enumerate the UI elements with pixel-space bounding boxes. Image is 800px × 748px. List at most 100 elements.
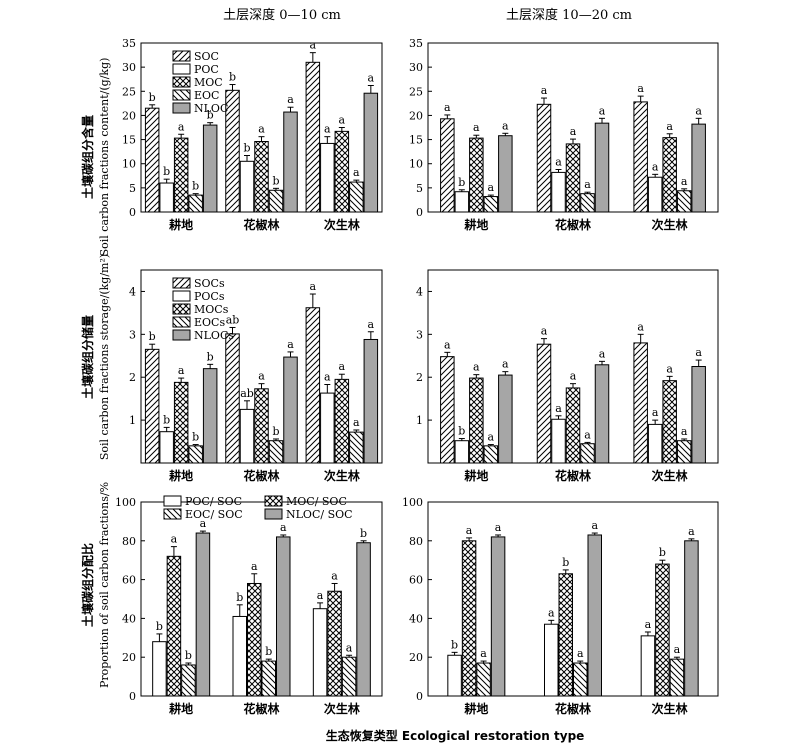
significance-label: a [317,589,324,602]
significance-label: a [353,166,360,179]
legend-swatch [172,329,191,341]
bar-hatch_right [633,101,648,213]
bar-crosshatch [247,582,262,697]
y-tick-label: 0 [129,206,136,219]
y-tick-label: 15 [122,134,136,147]
bar-hatch_left [341,656,357,697]
legend-label: NLOC/ SOC [286,508,353,521]
y-tick-label: 60 [122,574,136,587]
significance-label: a [324,371,331,384]
significance-label: a [171,533,178,546]
y-tick-label: 0 [416,690,423,703]
bar-hatch_right [440,118,455,213]
bar-open [320,392,335,464]
bar-open [159,431,174,464]
bar-gray [691,366,706,464]
significance-label: a [555,156,562,169]
significance-label: a [178,364,185,377]
bar-crosshatch [334,130,350,213]
bar-gray [202,368,218,464]
bar-hatch_right [144,348,160,464]
bar-gray [195,532,211,697]
significance-label: b [360,527,367,540]
x-tick-label: 耕地 [169,701,193,716]
significance-label: b [265,645,272,658]
y-tick-label: 80 [409,535,423,548]
significance-label: a [599,104,606,117]
panel-content-10-20: 0 5 10 15 20 25 30 35 耕地 a b a a a 花椒林 a a a a a 次生林 a a a a a [409,37,719,232]
x-tick-label: 花椒林 [243,468,279,483]
y-tick-label: 0 [129,690,136,703]
y-tick-label: 5 [129,182,136,195]
bar-hatch_right [536,343,552,464]
legend-label: EOCs [194,316,225,329]
bar-gray [691,123,706,213]
bar-open [551,171,566,213]
bar-gray [587,534,602,697]
significance-label: a [637,320,644,333]
significance-label: a [591,519,598,532]
y-tick-label: 35 [409,37,423,50]
significance-label: a [287,93,294,106]
significance-label: b [562,556,569,569]
significance-label: a [488,181,495,194]
significance-label: a [280,521,287,534]
significance-label: a [495,521,502,534]
bar-hatch_left [476,662,491,697]
bar-gray [498,135,513,213]
y-tick-label: 30 [409,61,423,74]
bar-hatch_right [536,103,552,213]
significance-label: a [251,560,258,573]
significance-label: a [666,120,673,133]
legend-swatch [264,508,283,520]
x-tick-label: 次生林 [324,468,360,483]
y-tick-label: 30 [122,61,136,74]
bar-crosshatch [469,377,484,464]
bar-crosshatch [327,590,342,697]
significance-label: a [577,647,584,660]
legend-label: EOC/ SOC [185,508,243,521]
y-tick-label: 10 [122,158,136,171]
y-tick-label: 4 [416,285,423,298]
bar-crosshatch [254,141,269,213]
bar-crosshatch [662,380,677,464]
bar-hatch_left [268,189,284,213]
significance-label: a [502,119,509,132]
bar-open [312,608,328,697]
x-tick-label: 花椒林 [243,217,279,232]
x-tick-label: 耕地 [464,217,488,232]
y-tick-label: 0 [416,206,423,219]
legend-label: POCs [194,290,225,303]
bar-gray [202,124,218,213]
significance-label: a [637,82,644,95]
col-title-0-10cm: 土层深度 0—10 cm [223,7,341,23]
bar-hatch_left [188,194,203,213]
significance-label: a [645,618,652,631]
significance-label: b [229,71,236,84]
x-tick-label: 花椒林 [555,468,591,483]
significance-label: a [444,338,451,351]
significance-label: b [451,638,458,651]
significance-label: a [681,175,688,188]
significance-label: a [324,123,331,136]
significance-label: b [659,546,666,559]
significance-label: a [599,347,606,360]
bar-hatch_left [188,445,203,464]
significance-label: a [695,104,702,117]
bar-crosshatch [565,387,581,464]
bar-crosshatch [461,540,477,697]
bar-open [239,160,255,213]
significance-label: a [310,39,317,52]
bar-hatch_left [268,440,284,464]
bar-crosshatch [662,137,677,213]
legend-swatch [172,277,191,289]
significance-label: a [681,425,688,438]
legend-swatch [163,495,182,507]
y-tick-label: 20 [122,109,136,122]
significance-label: a [502,358,509,371]
legend-swatch [172,316,191,328]
significance-label: a [200,517,207,530]
bar-hatch_left [349,431,364,464]
bar-open [551,418,566,464]
significance-label: a [287,338,294,351]
